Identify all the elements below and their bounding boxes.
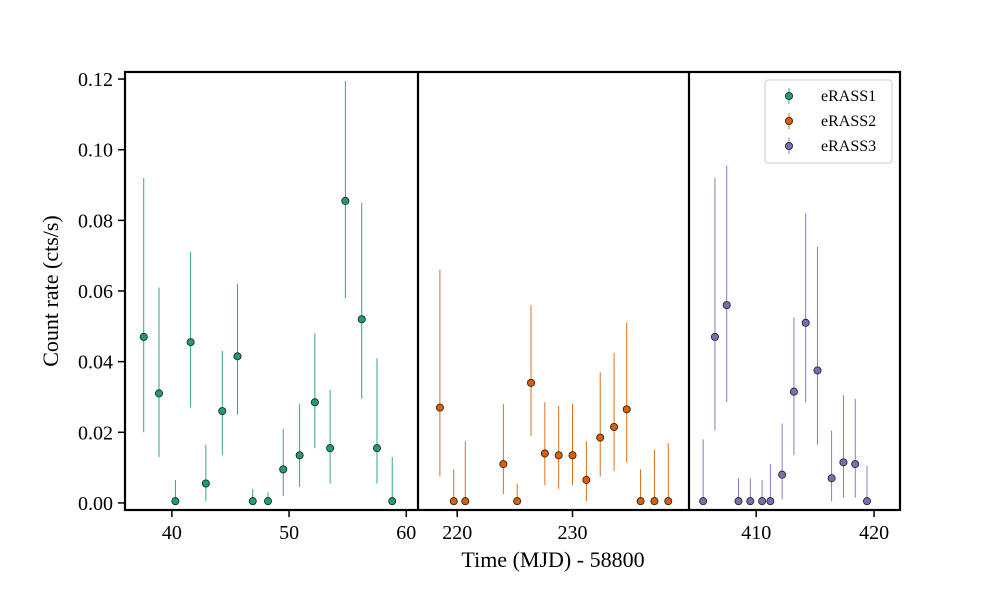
data-point xyxy=(778,470,787,479)
x-tick-label: 420 xyxy=(859,522,889,544)
data-point xyxy=(758,497,767,506)
legend: eRASS1 eRASS2 eRASS3 xyxy=(764,79,893,164)
data-point xyxy=(722,301,731,310)
data-point xyxy=(699,497,708,506)
x-tick-label: 60 xyxy=(396,522,416,544)
data-point xyxy=(710,332,719,341)
legend-box xyxy=(764,79,893,164)
data-point xyxy=(622,405,631,414)
x-tick-label: 410 xyxy=(741,522,771,544)
data-point xyxy=(664,497,673,506)
data-point xyxy=(554,451,563,460)
chart-marks xyxy=(139,80,871,506)
data-point xyxy=(248,497,257,506)
data-point xyxy=(766,497,775,506)
data-point xyxy=(233,352,242,361)
chart-axes: 0.00 0.02 0.04 0.06 0.08 0.10 0.12 40 50 60 220 230… xyxy=(78,69,902,544)
x-axis-label: Time (MJD) - 58800 xyxy=(461,547,644,572)
data-point xyxy=(310,398,319,407)
legend-label: eRASS2 xyxy=(821,113,876,130)
y-tick-label: 0.02 xyxy=(78,422,113,444)
data-point xyxy=(154,389,163,398)
data-point xyxy=(341,196,350,205)
data-point xyxy=(263,497,272,506)
legend-marker xyxy=(785,92,794,101)
data-point xyxy=(827,474,836,483)
data-point xyxy=(279,465,288,474)
data-point xyxy=(449,497,458,506)
data-point xyxy=(851,460,860,469)
data-point xyxy=(388,497,397,506)
x-tick-label: 40 xyxy=(162,522,182,544)
x-tick-label: 230 xyxy=(558,522,588,544)
data-point xyxy=(582,475,591,484)
data-point xyxy=(201,479,210,488)
data-point xyxy=(801,318,810,327)
data-point xyxy=(139,332,148,341)
y-tick-label: 0.12 xyxy=(78,69,113,91)
data-point xyxy=(326,444,335,453)
data-point xyxy=(789,387,798,396)
legend-marker xyxy=(785,141,794,150)
data-point xyxy=(372,444,381,453)
data-point xyxy=(461,497,470,506)
legend-marker xyxy=(785,117,794,126)
data-point xyxy=(746,497,755,506)
x-tick-label: 220 xyxy=(442,522,472,544)
y-tick-label: 0.00 xyxy=(78,493,113,515)
data-point xyxy=(171,497,180,506)
y-tick-label: 0.06 xyxy=(78,281,113,303)
data-point xyxy=(734,497,743,506)
data-point xyxy=(295,451,304,460)
y-tick-label: 0.10 xyxy=(78,140,113,162)
x-tick-label: 50 xyxy=(279,522,299,544)
y-axis-label: Count rate (cts/s) xyxy=(38,215,63,367)
data-point xyxy=(839,458,848,467)
data-point xyxy=(186,338,195,347)
y-tick-label: 0.08 xyxy=(78,210,113,232)
data-point xyxy=(218,407,227,416)
data-point xyxy=(610,422,619,431)
data-point xyxy=(513,497,522,506)
data-point xyxy=(596,433,605,442)
data-point xyxy=(527,378,536,387)
data-point xyxy=(650,497,659,506)
data-point xyxy=(636,497,645,506)
data-point xyxy=(568,451,577,460)
data-point xyxy=(540,449,549,458)
data-point xyxy=(862,497,871,506)
y-tick-label: 0.04 xyxy=(78,352,113,374)
data-point xyxy=(813,366,822,375)
legend-label: eRASS3 xyxy=(821,138,876,155)
data-point xyxy=(435,403,444,412)
data-point xyxy=(499,460,508,469)
data-point xyxy=(357,315,366,324)
legend-label: eRASS1 xyxy=(821,88,876,105)
